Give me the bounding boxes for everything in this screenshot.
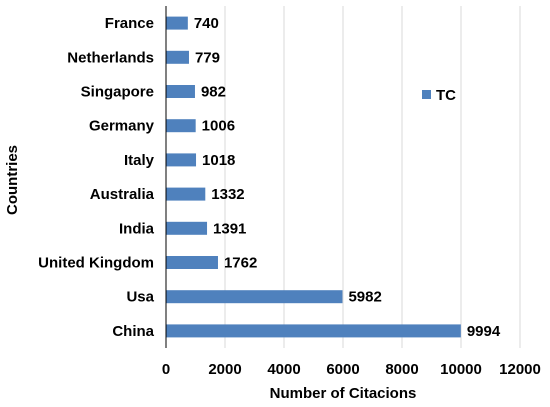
bar xyxy=(166,153,197,167)
x-tick-label: 0 xyxy=(162,361,170,378)
category-label: France xyxy=(105,15,154,32)
data-label: 779 xyxy=(195,49,220,66)
bar xyxy=(166,324,461,338)
data-label: 5982 xyxy=(348,289,381,306)
x-tick-label: 10000 xyxy=(440,361,482,378)
category-label: Netherlands xyxy=(67,49,154,66)
x-tick-label: 2000 xyxy=(208,361,241,378)
category-label: Singapore xyxy=(81,84,154,101)
data-label: 1391 xyxy=(213,220,246,237)
data-label: 9994 xyxy=(467,323,501,340)
category-label: Germany xyxy=(89,118,155,135)
bar xyxy=(166,119,196,133)
x-tick-label: 6000 xyxy=(326,361,359,378)
bar xyxy=(166,50,189,64)
bar xyxy=(166,187,206,201)
category-label: Usa xyxy=(126,289,154,306)
bar xyxy=(166,16,188,30)
category-label: India xyxy=(119,220,155,237)
x-tick-labels: 0 2000 4000 6000 8000 10000 12000 xyxy=(162,361,541,378)
bar xyxy=(166,290,343,304)
bars xyxy=(166,16,461,338)
data-labels: 740 779 982 1006 1018 1332 1391 1762 5982 9994 xyxy=(194,15,501,340)
legend: TC xyxy=(422,87,456,104)
category-label: Italy xyxy=(124,152,155,169)
x-tick-label: 8000 xyxy=(385,361,418,378)
bar xyxy=(166,221,208,235)
x-tick-label: 4000 xyxy=(267,361,300,378)
legend-swatch xyxy=(422,90,431,99)
x-tick-label: 12000 xyxy=(499,361,541,378)
category-labels: France Netherlands Singapore Germany Italy Au… xyxy=(38,15,154,340)
data-label: 1762 xyxy=(224,255,257,272)
category-label: China xyxy=(112,323,154,340)
bar xyxy=(166,256,218,269)
category-label: United Kingdom xyxy=(38,255,154,272)
data-label: 740 xyxy=(194,15,219,32)
data-label: 1332 xyxy=(211,186,244,203)
data-label: 1006 xyxy=(202,118,235,135)
x-axis-title: Number of Citacions xyxy=(270,385,417,402)
data-label: 1018 xyxy=(202,152,235,169)
data-label: 982 xyxy=(201,84,226,101)
legend-label: TC xyxy=(436,87,456,104)
category-label: Australia xyxy=(90,186,155,203)
y-axis-title: Countries xyxy=(4,145,21,215)
bar xyxy=(166,85,195,98)
